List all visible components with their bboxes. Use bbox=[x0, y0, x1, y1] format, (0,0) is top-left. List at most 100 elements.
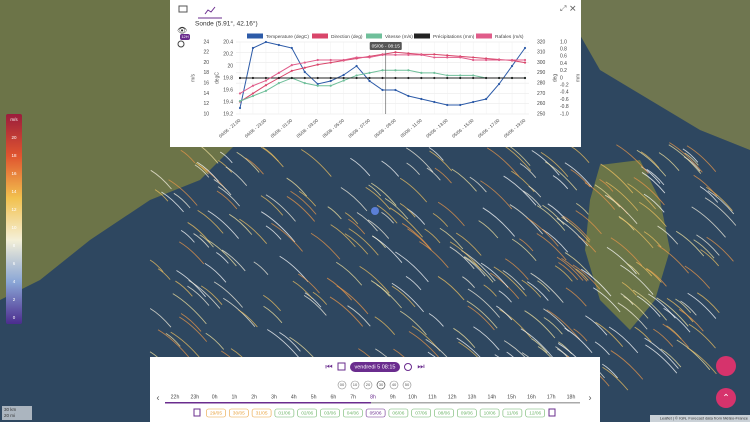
hour-label[interactable]: 23h bbox=[190, 394, 199, 400]
hour-label[interactable]: 15h bbox=[507, 394, 516, 400]
y-tick-label: 12 bbox=[203, 101, 209, 107]
speed-button[interactable] bbox=[337, 380, 347, 390]
date-chip[interactable] bbox=[320, 408, 340, 418]
top-button[interactable] bbox=[716, 388, 736, 408]
wind-streak bbox=[389, 207, 423, 238]
date-chip[interactable] bbox=[479, 408, 500, 418]
date-chip[interactable] bbox=[388, 408, 409, 418]
color-scale-label: 12 bbox=[11, 207, 17, 212]
table-icon[interactable] bbox=[178, 5, 188, 13]
hour-label[interactable]: 6h bbox=[331, 394, 337, 400]
wind-streak bbox=[467, 305, 495, 331]
date-chip[interactable] bbox=[342, 408, 363, 418]
wind-streak bbox=[693, 239, 715, 259]
date-chip[interactable] bbox=[274, 408, 295, 418]
hour-label[interactable]: 11h bbox=[428, 394, 436, 400]
badge bbox=[180, 34, 190, 40]
hour-label[interactable]: 12h bbox=[448, 394, 457, 400]
legend-label[interactable]: Précipitations (mm) bbox=[433, 34, 475, 40]
date-chip[interactable] bbox=[297, 408, 318, 418]
point bbox=[329, 76, 332, 80]
wind-streak bbox=[150, 169, 172, 190]
speed-label: 00 bbox=[340, 382, 345, 387]
wind-streak bbox=[675, 230, 705, 257]
speed-label: 10 bbox=[353, 382, 358, 387]
speed-button[interactable] bbox=[376, 380, 386, 390]
hour-label[interactable]: 7h bbox=[350, 394, 356, 400]
wind-streak bbox=[653, 328, 674, 347]
wind-streak bbox=[707, 190, 735, 215]
legend-label[interactable]: Temperature (degC) bbox=[266, 34, 309, 40]
date-chip[interactable] bbox=[251, 408, 272, 418]
layers-button[interactable] bbox=[716, 356, 736, 376]
hour-label[interactable]: 13h bbox=[468, 394, 477, 400]
speed-button[interactable] bbox=[350, 380, 360, 390]
clock-button[interactable] bbox=[404, 363, 412, 371]
hour-label[interactable]: 5h bbox=[311, 394, 317, 400]
last-button[interactable]: ⏭ bbox=[417, 362, 424, 371]
legend-label[interactable]: Vitesse (m/s) bbox=[385, 34, 413, 40]
wind-streak bbox=[666, 297, 694, 323]
hour-label[interactable]: 17h bbox=[547, 394, 556, 400]
point bbox=[485, 58, 488, 62]
calendar-start[interactable] bbox=[193, 408, 201, 417]
wind-streak bbox=[298, 190, 317, 207]
first-button[interactable]: ⏮ bbox=[325, 362, 332, 371]
wind-streak bbox=[371, 182, 397, 206]
legend-label[interactable]: Rafales (m/s) bbox=[495, 34, 524, 40]
hour-label[interactable]: 1h bbox=[232, 394, 238, 400]
hour-label[interactable]: 14h bbox=[487, 394, 496, 400]
next-button[interactable]: › bbox=[589, 392, 592, 402]
point bbox=[472, 56, 475, 59]
eye-icon[interactable]: 👁 bbox=[177, 26, 187, 35]
point bbox=[446, 76, 449, 80]
wind-streak bbox=[663, 307, 691, 333]
date-chip[interactable] bbox=[434, 408, 454, 418]
y-tick-label: -0.6 bbox=[560, 97, 569, 103]
point bbox=[251, 84, 255, 87]
calendar-end[interactable] bbox=[548, 408, 556, 417]
hour-label[interactable]: 22h bbox=[171, 394, 180, 400]
date-chip[interactable] bbox=[206, 408, 226, 418]
wind-streak bbox=[439, 227, 464, 250]
wind-streak bbox=[544, 161, 578, 191]
wind-streak bbox=[449, 241, 482, 271]
date-chip[interactable] bbox=[365, 408, 386, 418]
expand-icon[interactable]: ⤢ bbox=[559, 4, 566, 13]
wind-streak bbox=[344, 233, 369, 255]
hour-label[interactable]: 18h bbox=[567, 394, 576, 400]
hour-label[interactable]: 3h bbox=[271, 394, 277, 400]
y-tick-label: 0.4 bbox=[560, 61, 567, 67]
date-chip[interactable] bbox=[411, 408, 432, 418]
date-chip[interactable] bbox=[456, 408, 477, 418]
legend-swatch bbox=[312, 33, 328, 39]
speed-button[interactable] bbox=[363, 380, 373, 390]
hour-label[interactable]: 4h bbox=[291, 394, 297, 400]
hour-label[interactable]: 8h bbox=[370, 394, 376, 400]
wind-streak bbox=[669, 142, 703, 173]
hour-label[interactable]: 0h bbox=[212, 394, 218, 400]
hour-label[interactable]: 16h bbox=[527, 394, 536, 400]
attribution[interactable]: Leaflet | © IGN, Forecast data from Mété… bbox=[660, 416, 749, 421]
chart-icon[interactable] bbox=[204, 6, 216, 15]
hour-label[interactable]: 2h bbox=[251, 394, 257, 400]
hour-label[interactable]: 9h bbox=[390, 394, 396, 400]
hour-label[interactable]: 10h bbox=[408, 394, 417, 400]
date-chip[interactable] bbox=[525, 408, 546, 418]
probe-marker[interactable] bbox=[371, 207, 379, 215]
wind-streak bbox=[330, 224, 356, 248]
current-date[interactable] bbox=[350, 362, 400, 372]
point bbox=[433, 71, 436, 74]
wind-streak bbox=[279, 332, 301, 352]
close-icon[interactable]: ✕ bbox=[569, 3, 577, 13]
wind-streak bbox=[406, 162, 420, 175]
speed-button[interactable] bbox=[402, 380, 412, 390]
prev-button[interactable]: ‹ bbox=[157, 392, 160, 402]
history-icon[interactable] bbox=[177, 40, 185, 48]
date-chip[interactable] bbox=[502, 408, 523, 418]
y-tick-label: 16 bbox=[203, 80, 209, 86]
date-chip[interactable] bbox=[229, 408, 249, 418]
speed-button[interactable] bbox=[389, 380, 399, 390]
calendar-button[interactable] bbox=[337, 362, 346, 371]
legend-label[interactable]: Direction (deg) bbox=[331, 34, 363, 40]
